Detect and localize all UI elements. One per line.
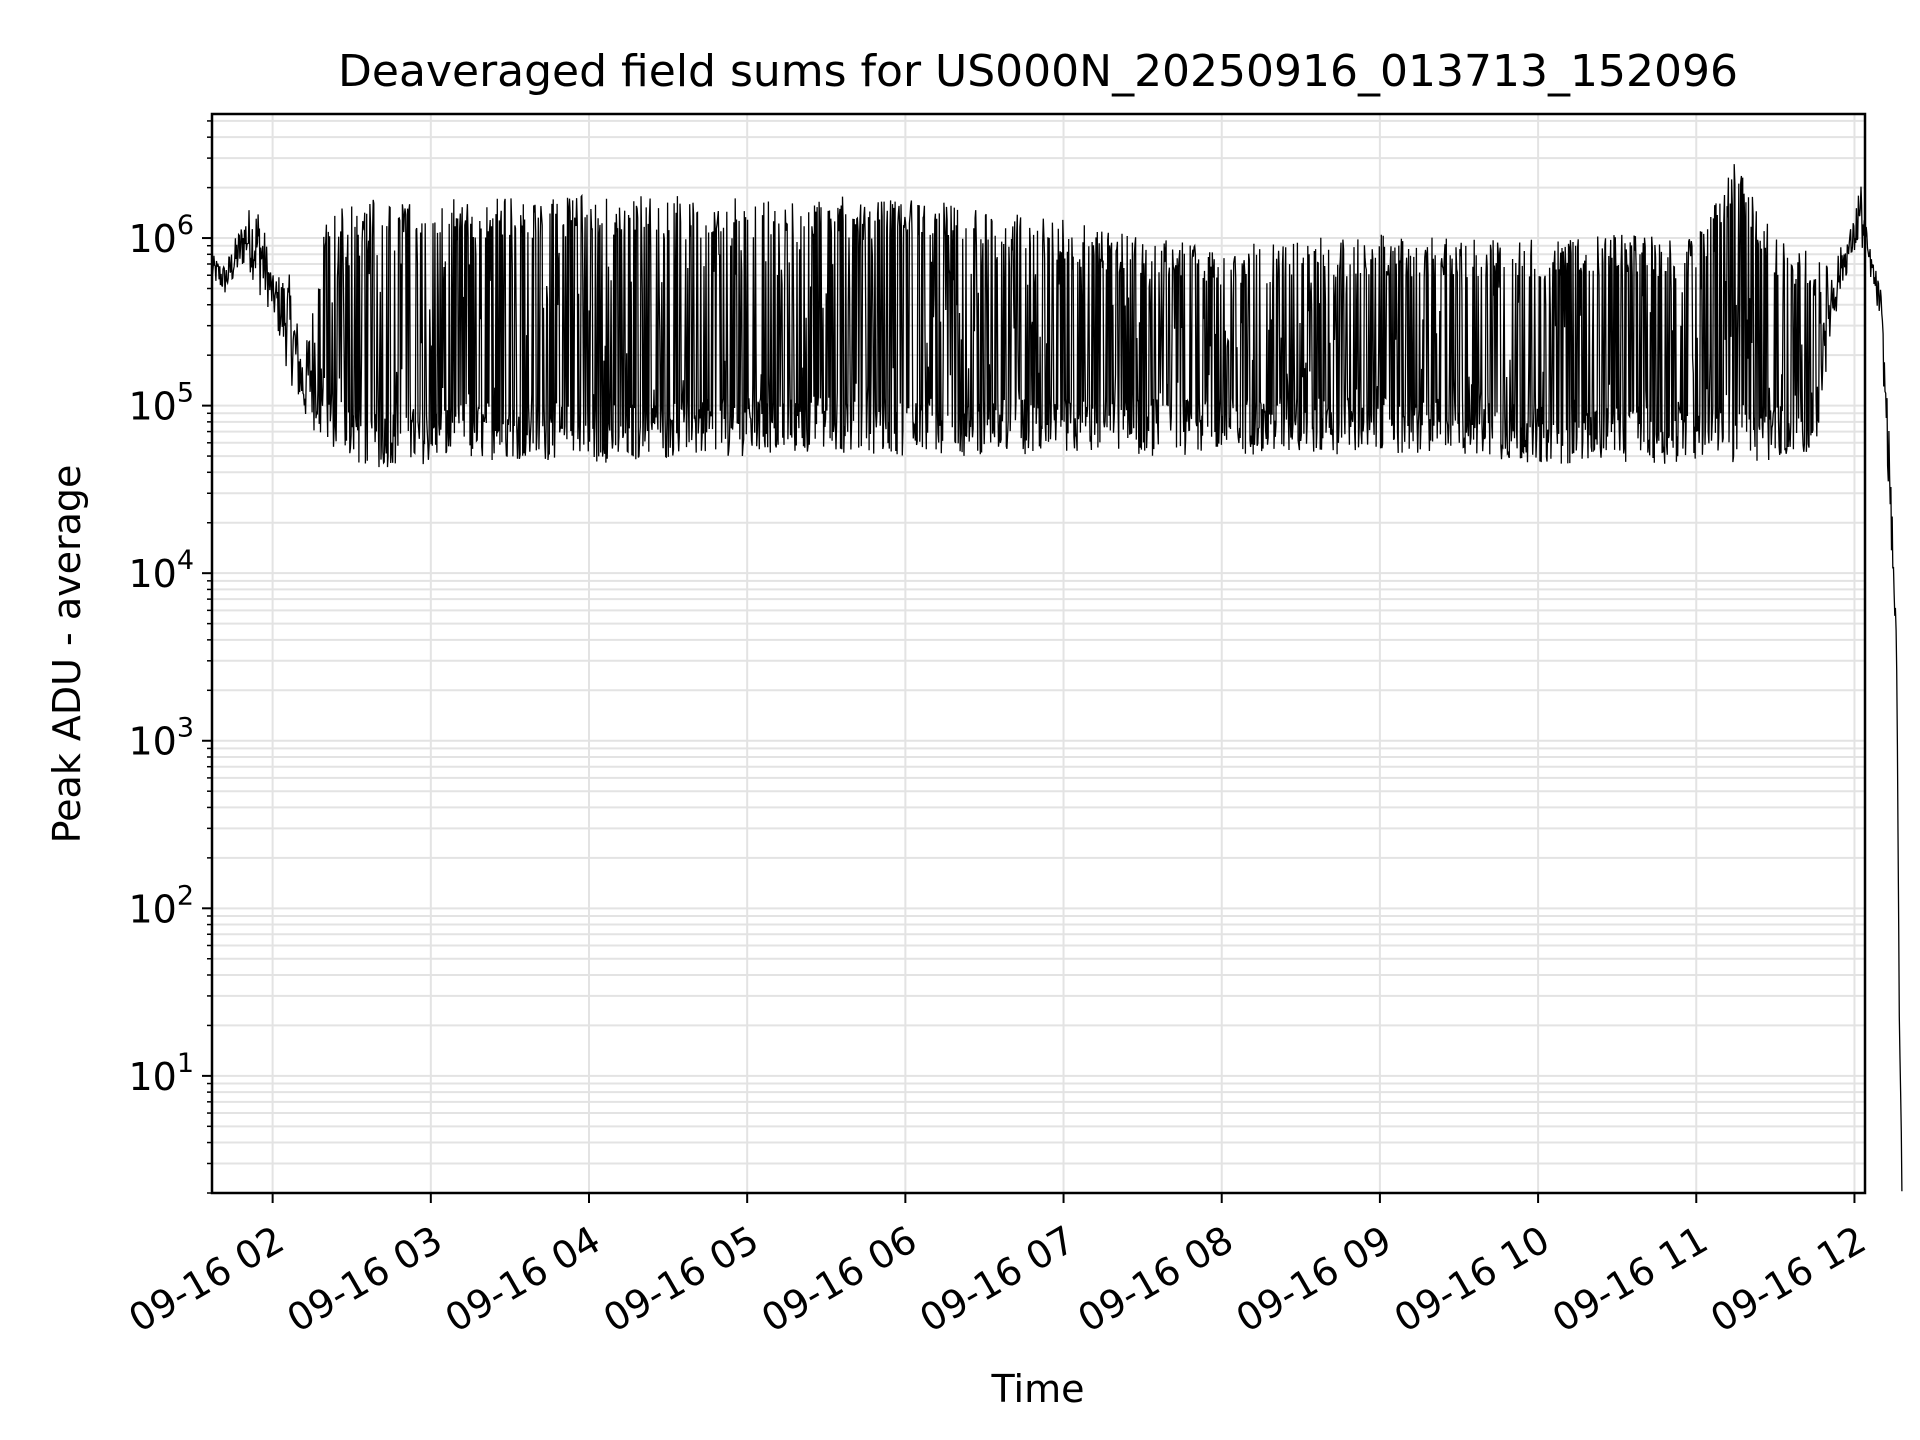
y-axis-label: Peak ADU - average <box>45 465 89 844</box>
y-tick-label: 101 <box>128 1048 194 1099</box>
y-tick-label: 103 <box>128 713 194 764</box>
plot-frame <box>210 112 1867 1195</box>
y-tick-label: 105 <box>128 378 194 429</box>
series-line <box>211 164 1903 1192</box>
y-tick-base: 10 <box>128 385 176 429</box>
y-tick-exponent: 2 <box>177 880 194 911</box>
y-tick-label: 106 <box>128 210 194 261</box>
y-tick-base: 10 <box>128 217 176 261</box>
data-series <box>211 164 1903 1192</box>
y-tick-base: 10 <box>128 720 176 764</box>
chart-title: Deaveraged field sums for US000N_2025091… <box>338 46 1738 97</box>
y-tick-base: 10 <box>128 887 176 931</box>
y-tick-exponent: 3 <box>177 713 194 744</box>
y-tick-exponent: 4 <box>177 545 194 576</box>
y-tick-label: 104 <box>128 545 194 596</box>
y-tick-base: 10 <box>128 1055 176 1099</box>
y-tick-base: 10 <box>128 552 176 596</box>
x-axis-label: Time <box>991 1367 1085 1411</box>
y-tick-label: 102 <box>128 880 194 931</box>
y-tick-exponent: 5 <box>177 378 194 409</box>
y-tick-exponent: 6 <box>177 210 194 241</box>
y-tick-exponent: 1 <box>177 1048 194 1079</box>
